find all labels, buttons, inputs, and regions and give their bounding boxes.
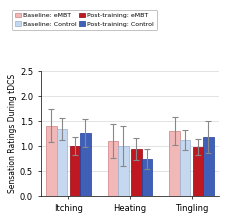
Bar <box>192 147 202 196</box>
Bar <box>80 133 90 196</box>
Bar <box>46 126 56 196</box>
Bar <box>179 140 189 196</box>
Y-axis label: Sensation Ratings During tDCS: Sensation Ratings During tDCS <box>8 74 17 193</box>
Bar <box>202 137 213 196</box>
Bar <box>169 131 179 196</box>
Bar <box>107 141 118 196</box>
Bar <box>118 146 128 196</box>
Bar <box>56 129 67 196</box>
Bar <box>141 159 151 196</box>
Bar <box>130 149 141 196</box>
Bar <box>69 146 80 196</box>
Legend: Baseline: eMBT, Baseline: Control, Post-training: eMBT, Post-training: Control: Baseline: eMBT, Baseline: Control, Post-… <box>12 10 156 30</box>
